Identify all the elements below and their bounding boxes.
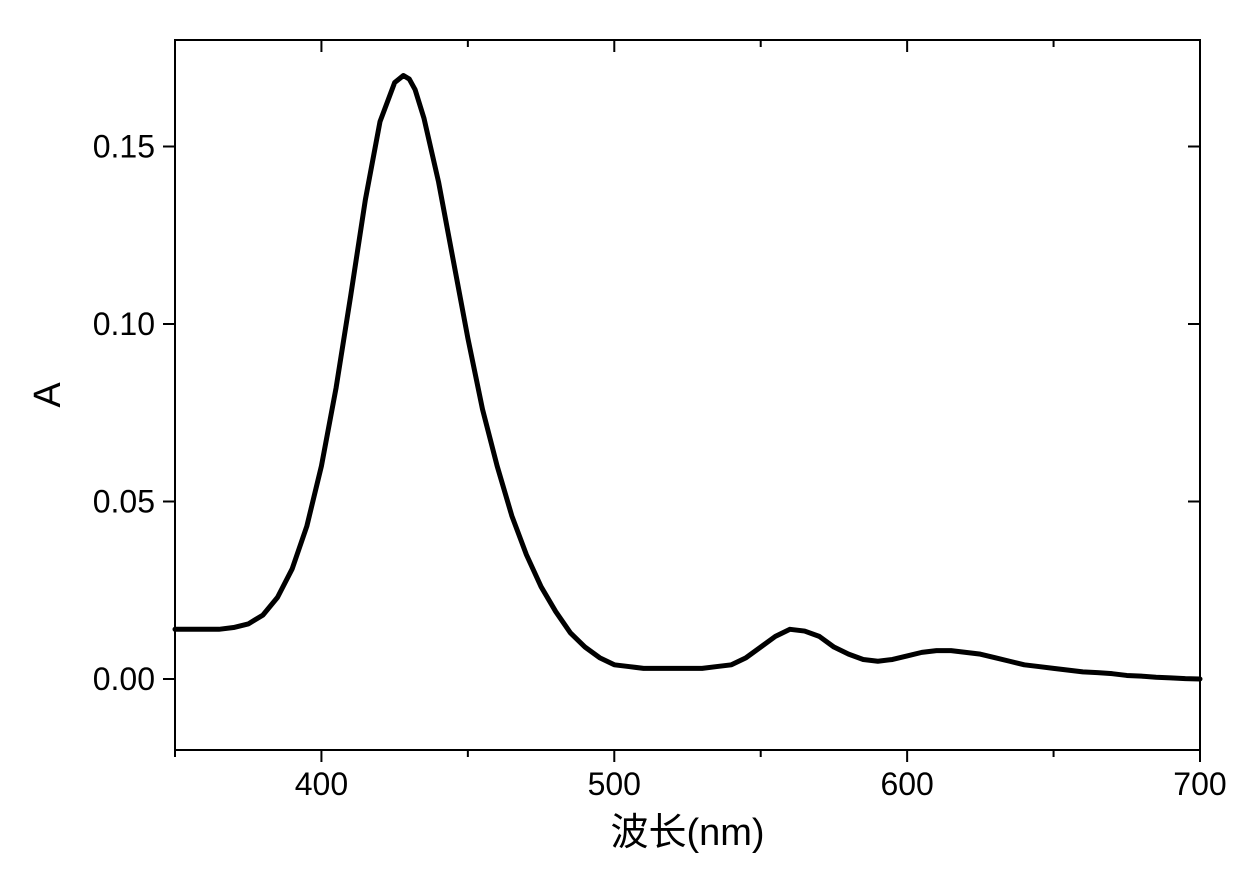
y-tick-label: 0.15 [93,129,155,165]
x-tick-label: 400 [295,766,348,802]
y-tick-label: 0.10 [93,306,155,342]
y-tick-label: 0.00 [93,661,155,697]
x-tick-label: 500 [588,766,641,802]
y-tick-label: 0.05 [93,484,155,520]
spectrum-line [175,76,1200,680]
x-axis-label: 波长(nm) [610,812,764,854]
x-tick-label: 600 [880,766,933,802]
chart-svg: 400 500 600 700 0.00 0.05 0.10 0.15 波长(nm) A [0,0,1240,890]
x-tick-label: 700 [1173,766,1226,802]
spectrum-chart: 400 500 600 700 0.00 0.05 0.10 0.15 波长(nm) A [0,0,1240,890]
y-axis-label: A [27,382,69,408]
